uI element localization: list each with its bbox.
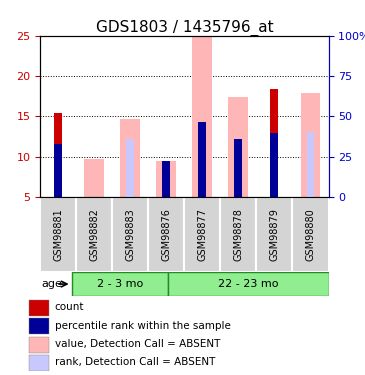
Bar: [162, 160, 170, 197]
Text: GSM98880: GSM98880: [306, 208, 315, 261]
Bar: [228, 97, 248, 197]
Bar: [220, 197, 256, 272]
Text: GSM98878: GSM98878: [233, 208, 243, 261]
Text: rank, Detection Call = ABSENT: rank, Detection Call = ABSENT: [55, 357, 215, 367]
Bar: [168, 272, 328, 296]
Bar: [184, 197, 220, 272]
Text: GSM98876: GSM98876: [161, 208, 171, 261]
Bar: [270, 133, 278, 197]
Text: GSM98883: GSM98883: [125, 208, 135, 261]
Text: age: age: [42, 279, 63, 289]
Bar: [112, 197, 148, 272]
Bar: [234, 139, 242, 197]
Bar: [292, 197, 328, 272]
Bar: [76, 197, 112, 272]
Bar: [72, 272, 168, 296]
Bar: [199, 122, 206, 197]
Bar: [54, 144, 62, 197]
Bar: [29, 318, 49, 334]
Bar: [270, 132, 278, 197]
Bar: [29, 300, 49, 316]
Text: 2 - 3 mo: 2 - 3 mo: [97, 279, 143, 289]
Text: value, Detection Call = ABSENT: value, Detection Call = ABSENT: [55, 339, 220, 349]
Text: GSM98882: GSM98882: [89, 208, 99, 261]
Bar: [29, 355, 49, 371]
Text: GSM98881: GSM98881: [53, 208, 63, 261]
Bar: [270, 89, 278, 197]
Bar: [256, 197, 292, 272]
Bar: [156, 161, 176, 197]
Text: 22 - 23 mo: 22 - 23 mo: [218, 279, 278, 289]
Bar: [307, 132, 314, 197]
Bar: [84, 159, 104, 197]
Bar: [148, 197, 184, 272]
Text: GSM98879: GSM98879: [269, 208, 280, 261]
Bar: [40, 197, 76, 272]
Text: count: count: [55, 302, 84, 312]
Bar: [120, 118, 140, 197]
Title: GDS1803 / 1435796_at: GDS1803 / 1435796_at: [96, 20, 273, 36]
Bar: [300, 93, 320, 197]
Bar: [126, 139, 134, 197]
Text: GSM98877: GSM98877: [197, 208, 207, 261]
Bar: [234, 139, 242, 197]
Bar: [192, 37, 212, 197]
Text: percentile rank within the sample: percentile rank within the sample: [55, 321, 231, 330]
Bar: [29, 336, 49, 352]
Bar: [54, 113, 62, 197]
Bar: [162, 165, 170, 197]
